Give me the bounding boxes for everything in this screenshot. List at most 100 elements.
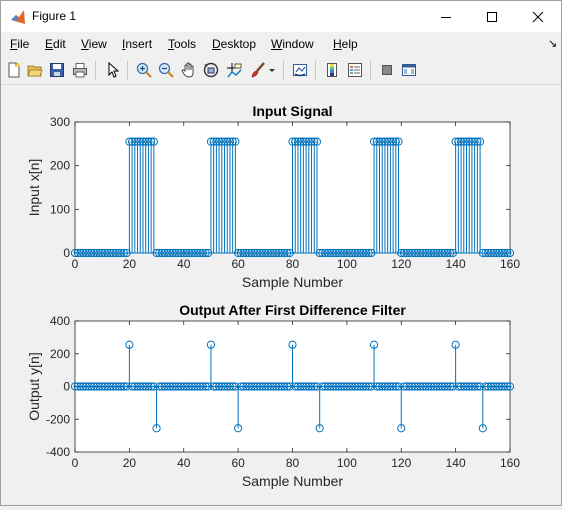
minimize-button[interactable]: [423, 1, 469, 32]
insert-colorbar-icon: [327, 63, 337, 77]
input-stem-marker: [380, 137, 390, 146]
input-stem-marker: [383, 137, 392, 146]
input-stem-marker: [144, 137, 153, 146]
input-stem-marker: [312, 137, 322, 146]
rotate-3d-button[interactable]: [201, 60, 221, 80]
input-stem-marker: [454, 137, 463, 146]
input-stem-marker: [141, 137, 150, 146]
zoom-out-icon: [158, 62, 174, 78]
output-chart-title: Output After First Difference Filter: [179, 302, 406, 318]
input-stem-marker: [304, 137, 313, 146]
menu-desktop-label: esktop: [220, 37, 257, 51]
save-button[interactable]: [47, 60, 67, 80]
input-stem-marker: [214, 137, 224, 146]
menu-help-label: elp: [341, 37, 358, 51]
input-stem-marker: [388, 137, 398, 146]
menu-desktop[interactable]: Desktop: [212, 37, 256, 51]
input-stem-marker: [459, 137, 468, 146]
title-bar[interactable]: Figure 1: [1, 1, 561, 32]
menu-insert[interactable]: Insert: [122, 37, 152, 51]
output-xtick-label: 20: [123, 456, 137, 470]
input-xtick-label: 100: [337, 257, 357, 271]
output-xtick-label: 0: [72, 456, 79, 470]
dock-figure-icon[interactable]: ↘: [548, 38, 558, 50]
print-button[interactable]: [70, 60, 90, 80]
menu-help[interactable]: Help: [333, 37, 358, 51]
output-ytick-label: 400: [50, 314, 70, 328]
input-xtick-label: 0: [72, 257, 79, 271]
show-plot-tools-button[interactable]: [399, 60, 419, 80]
close-button[interactable]: [515, 1, 561, 32]
input-stem-marker: [473, 137, 482, 146]
zoom-in-button[interactable]: [134, 60, 154, 80]
input-stem-marker: [310, 137, 319, 146]
input-stem-marker: [467, 137, 477, 146]
input-stem-marker: [301, 137, 311, 146]
input-ytick-label: 100: [50, 202, 70, 216]
input-xtick-label: 140: [446, 257, 466, 271]
menu-window[interactable]: Window: [271, 37, 314, 51]
menu-edit[interactable]: Edit: [45, 37, 66, 51]
menu-help-key: H: [333, 37, 342, 51]
toolbar-separator: [283, 61, 284, 80]
menu-view[interactable]: View: [81, 37, 107, 51]
input-x-axis-label: Sample Number: [242, 274, 343, 290]
output-stem-marker: [451, 340, 460, 349]
matlab-app-icon: [11, 10, 25, 24]
input-chart-title: Input Signal: [252, 103, 332, 119]
open-file-button[interactable]: [25, 60, 45, 80]
maximize-button[interactable]: [469, 1, 515, 32]
input-axes: 0 20 40 60 80 100 120 140 160 0 100 200 300 Input Sig…: [26, 103, 520, 290]
menu-edit-key: E: [45, 37, 54, 51]
input-ytick-label: 300: [50, 115, 70, 129]
insert-legend-button[interactable]: [345, 60, 365, 80]
pan-button[interactable]: [179, 60, 199, 80]
input-stem-marker: [133, 137, 142, 146]
figure-canvas: 0 20 40 60 80 100 120 140 160 0 100 200 300 Input Sig…: [1, 85, 561, 505]
input-xtick-label: 160: [500, 257, 520, 271]
input-stem-marker: [296, 137, 305, 146]
brush-dropdown-button[interactable]: [267, 60, 277, 80]
input-stem-marker: [138, 137, 148, 146]
output-stem-marker: [369, 340, 379, 349]
input-xtick-label: 80: [286, 257, 300, 271]
output-stem-marker: [397, 424, 406, 433]
link-plot-button[interactable]: [290, 60, 310, 80]
brush-icon: [251, 62, 265, 78]
menu-file-key: F: [10, 37, 18, 51]
brush-dropdown-icon: [269, 69, 275, 72]
edit-plot-arrow-icon: [108, 62, 120, 78]
close-icon: [532, 11, 544, 22]
minimize-icon: [441, 16, 451, 18]
input-stem-marker: [378, 137, 387, 146]
input-stem-marker: [386, 137, 395, 146]
output-stem-marker: [478, 424, 487, 433]
output-ytick-label: -400: [46, 445, 70, 459]
output-stem-marker: [288, 340, 297, 349]
input-stem-marker: [456, 137, 466, 146]
input-stem-marker: [372, 137, 381, 146]
data-cursor-button[interactable]: [224, 60, 244, 80]
output-xtick-label: 160: [500, 456, 520, 470]
output-stem-marker: [152, 424, 161, 433]
menu-bar: File Edit View Insert Tools Desktop Wind…: [1, 34, 561, 56]
figure-toolbar: [1, 57, 561, 85]
menu-file-label: ile: [17, 37, 30, 51]
hide-plot-tools-button[interactable]: [377, 60, 397, 80]
menu-insert-key: I: [122, 37, 126, 51]
insert-colorbar-button[interactable]: [322, 60, 342, 80]
input-xtick-label: 60: [231, 257, 245, 271]
input-stem-marker: [293, 137, 303, 146]
menu-tools[interactable]: Tools: [168, 37, 196, 51]
brush-button[interactable]: [248, 60, 268, 80]
zoom-out-button[interactable]: [156, 60, 176, 80]
output-xtick-label: 120: [391, 456, 411, 470]
hide-plot-tools-icon: [382, 65, 392, 75]
open-file-icon: [27, 65, 43, 77]
new-figure-button[interactable]: [4, 60, 24, 80]
edit-plot-button[interactable]: [103, 60, 123, 80]
output-xtick-label: 60: [231, 456, 245, 470]
menu-file[interactable]: File: [10, 37, 29, 51]
